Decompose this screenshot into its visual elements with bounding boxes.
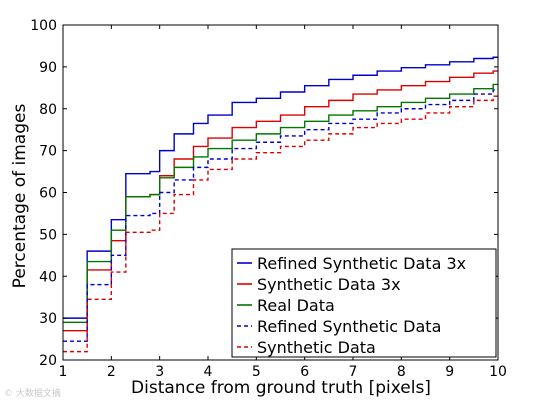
plot-area xyxy=(63,56,498,353)
x-tick-label: 5 xyxy=(252,364,261,380)
x-tick-label: 1 xyxy=(59,364,68,380)
axes: 1 2 3 4 5 6 7 8 9 10 20 30 40 50 60 70 80 90 100 xyxy=(30,18,507,380)
y-tick-label: 50 xyxy=(39,227,57,243)
y-tick-label: 70 xyxy=(39,144,57,160)
legend-label: Refined Synthetic Data xyxy=(257,317,441,336)
x-tick-label: 10 xyxy=(489,364,507,380)
y-axis-label: Percentage of images xyxy=(10,104,30,289)
watermark: © 大数据文摘 xyxy=(4,389,61,399)
series-line-1 xyxy=(63,56,498,319)
y-tick-label: 90 xyxy=(39,60,57,76)
x-tick-label: 7 xyxy=(349,364,358,380)
x-tick-label: 9 xyxy=(445,364,454,380)
legend-label: Real Data xyxy=(257,296,335,315)
x-tick-label: 3 xyxy=(155,364,164,380)
y-tick-label: 20 xyxy=(39,353,57,369)
series-line-4 xyxy=(63,89,498,342)
y-tick-label: 40 xyxy=(39,269,57,285)
x-tick-label: 6 xyxy=(300,364,309,380)
series-line-3 xyxy=(63,83,498,324)
legend-label: Synthetic Data 3x xyxy=(257,275,401,294)
legend: Refined Synthetic Data 3x Synthetic Data … xyxy=(231,248,497,358)
legend-label: Refined Synthetic Data 3x xyxy=(257,254,466,273)
series-line-5 xyxy=(63,95,498,353)
x-axis-label: Distance from ground truth [pixels] xyxy=(131,378,431,398)
x-tick-label: 8 xyxy=(397,364,406,380)
y-tick-label: 30 xyxy=(39,311,57,327)
legend-label: Synthetic Data xyxy=(257,338,376,357)
x-tick-label: 4 xyxy=(204,364,213,380)
y-tick-label: 60 xyxy=(39,186,57,202)
x-tick-label: 2 xyxy=(107,364,116,380)
legend-box xyxy=(231,248,497,358)
y-tick-label: 100 xyxy=(30,18,57,34)
y-tick-label: 80 xyxy=(39,102,57,118)
